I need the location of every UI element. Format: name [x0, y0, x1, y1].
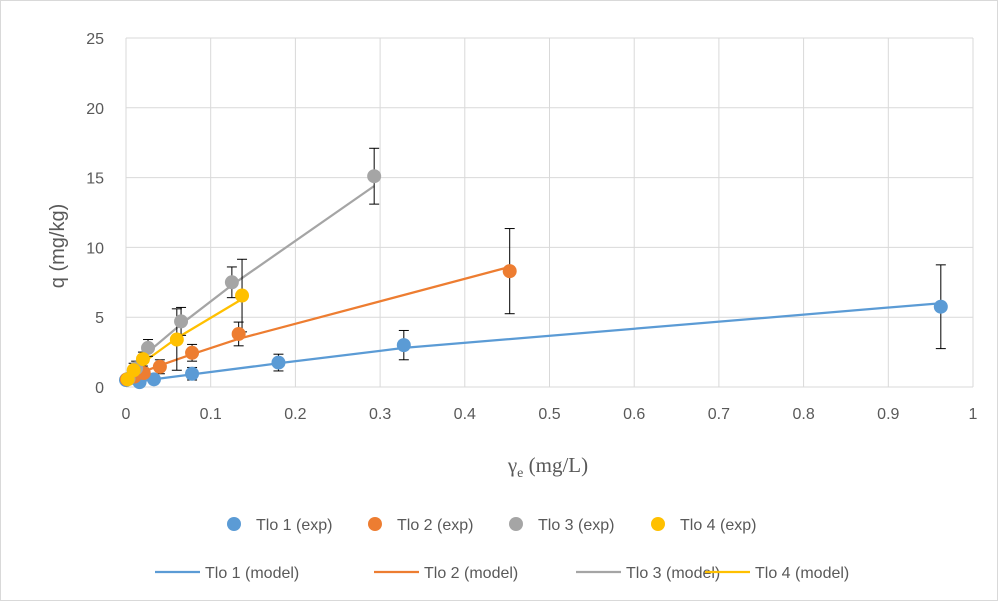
x-axis-title-sub: e [517, 466, 523, 481]
y-tick-label: 20 [86, 101, 104, 118]
x-tick-label: 0.6 [623, 406, 645, 423]
x-axis-title: γe (mg/L) [507, 453, 588, 481]
data-point [185, 366, 200, 381]
data-point [146, 372, 161, 387]
legend-label: Tlo 4 (model) [755, 565, 849, 582]
data-point [502, 264, 517, 279]
x-tick-label: 1 [969, 406, 978, 423]
legend-marker [509, 517, 523, 531]
legend-marker [368, 517, 382, 531]
model-lines [125, 185, 941, 387]
legend-label: Tlo 3 (model) [626, 565, 720, 582]
x-tick-label: 0.2 [284, 406, 306, 423]
model-line [127, 185, 375, 380]
y-tick-label: 10 [86, 240, 104, 257]
x-tick-label: 0.4 [454, 406, 476, 423]
legend-label: Tlo 2 (model) [424, 565, 518, 582]
data-point [933, 299, 948, 314]
y-tick-label: 0 [95, 380, 104, 397]
data-point [271, 355, 286, 370]
x-axis-title-unit: (mg/L) [523, 453, 588, 477]
error-bars [121, 147, 946, 387]
legend-label: Tlo 1 (model) [205, 565, 299, 582]
data-point [235, 288, 250, 303]
x-axis-title-main: γ [507, 453, 517, 477]
x-tick-label: 0 [122, 406, 131, 423]
legend-label: Tlo 3 (exp) [538, 517, 614, 534]
data-point [174, 314, 189, 329]
legend-marker [651, 517, 665, 531]
x-tick-label: 0.3 [369, 406, 391, 423]
x-tick-label: 0.8 [792, 406, 814, 423]
data-point [224, 275, 239, 290]
y-tick-label: 25 [86, 31, 104, 48]
data-point [135, 352, 150, 367]
legend-label: Tlo 4 (exp) [680, 517, 756, 534]
legend-label: Tlo 2 (exp) [397, 517, 473, 534]
data-point [141, 340, 156, 355]
data-point [396, 338, 411, 353]
data-points [119, 169, 948, 390]
y-tick-label: 5 [95, 310, 104, 327]
data-point [367, 169, 382, 184]
data-point [152, 359, 167, 374]
legend-marker [227, 517, 241, 531]
x-tick-label: 0.7 [708, 406, 730, 423]
x-tick-label: 0.5 [538, 406, 560, 423]
x-tick-label: 0.9 [877, 406, 899, 423]
legend: Tlo 1 (exp) Tlo 2 (exp) Tlo 3 (exp) Tlo 4 (… [155, 517, 849, 582]
data-point [126, 363, 141, 378]
data-point [185, 345, 200, 360]
data-point [169, 332, 184, 347]
axes [125, 38, 973, 388]
x-tick-label: 0.1 [200, 406, 222, 423]
data-point [231, 326, 246, 341]
y-axis-title: q (mg/kg) [47, 204, 69, 288]
model-line [125, 302, 941, 387]
y-tick-label: 15 [86, 171, 104, 188]
legend-label: Tlo 1 (exp) [256, 517, 332, 534]
